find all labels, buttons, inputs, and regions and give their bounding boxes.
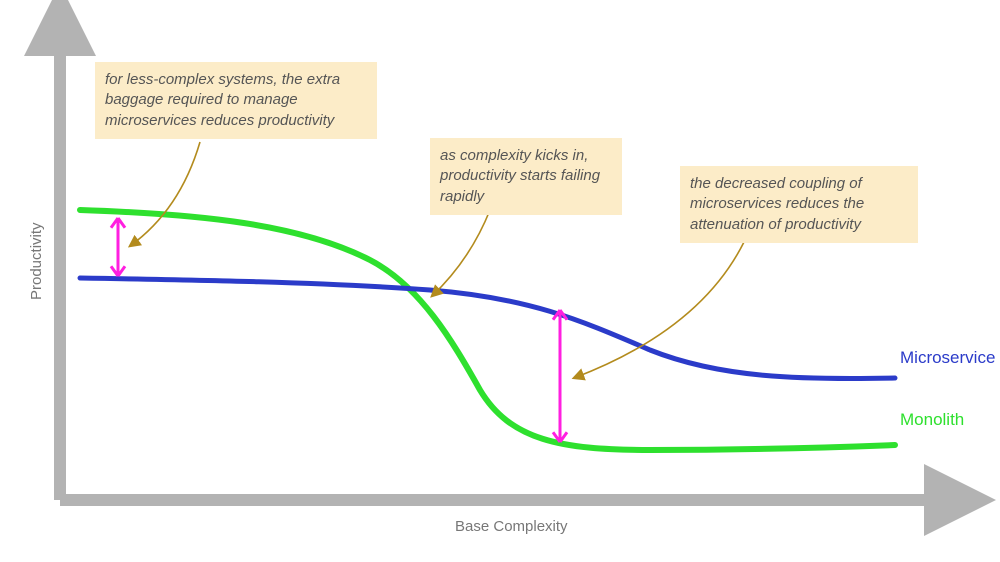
annotation-pointer <box>574 242 744 378</box>
annotation-complexity-kicks: as complexity kicks in, productivity sta… <box>430 138 622 215</box>
annotation-pointer <box>130 142 200 246</box>
annotation-less-complex: for less-complex systems, the extra bagg… <box>95 62 377 139</box>
chart-container: for less-complex systems, the extra bagg… <box>0 0 1000 562</box>
gap-arrow-right <box>553 310 567 442</box>
gap-arrow-left <box>111 218 125 276</box>
annotation-decreased-coupling: the decreased coupling of microservices … <box>680 166 918 243</box>
series-microservice <box>80 278 895 379</box>
annotation-pointer <box>432 210 490 296</box>
series-label-microservice: Microservice <box>900 348 995 368</box>
series-label-monolith: Monolith <box>900 410 964 430</box>
x-axis-label: Base Complexity <box>455 518 568 535</box>
y-axis-label: Productivity <box>28 222 45 300</box>
series-monolith <box>80 210 895 450</box>
